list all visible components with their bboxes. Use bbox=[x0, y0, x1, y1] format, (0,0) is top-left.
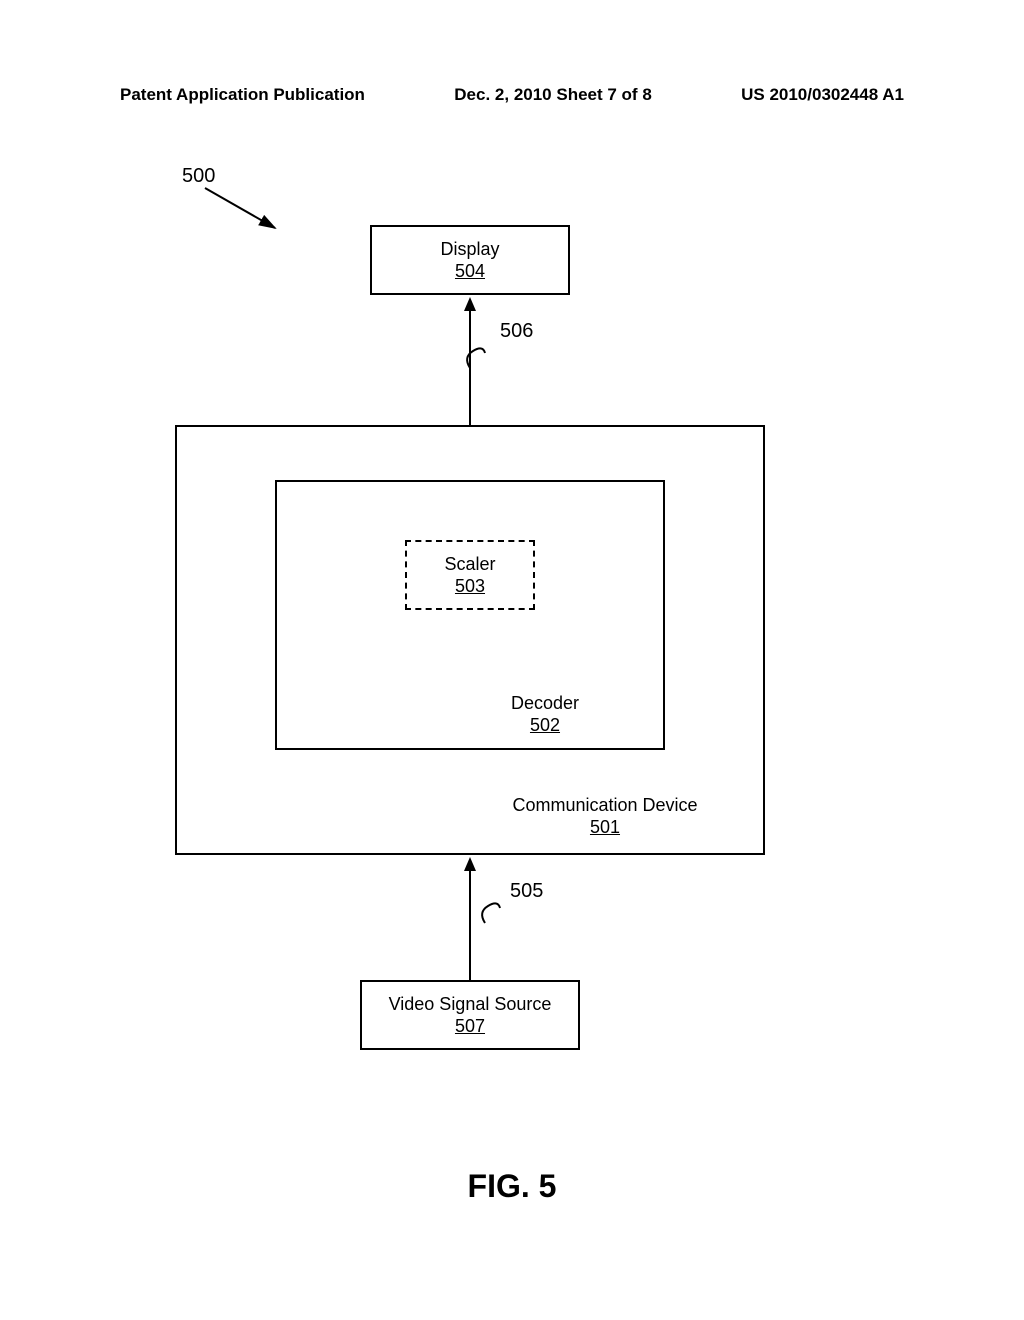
arrow-506-head bbox=[464, 297, 476, 311]
decoder-box: Decoder 502 bbox=[275, 480, 665, 750]
arrow-505-label: 505 bbox=[510, 880, 543, 903]
display-box: Display 504 bbox=[370, 225, 570, 295]
decoder-num: 502 bbox=[427, 715, 663, 736]
decoder-label: Decoder bbox=[427, 692, 663, 715]
figure-caption: FIG. 5 bbox=[0, 1168, 1024, 1205]
arrow-506-curve bbox=[455, 345, 495, 375]
comm-device-num: 501 bbox=[447, 817, 763, 838]
page-header: Patent Application Publication Dec. 2, 2… bbox=[0, 85, 1024, 105]
display-num: 504 bbox=[455, 261, 485, 282]
header-left: Patent Application Publication bbox=[120, 85, 365, 105]
block-diagram: 500 Display 504 506 Communication Device… bbox=[0, 140, 1024, 1140]
header-center: Dec. 2, 2010 Sheet 7 of 8 bbox=[454, 85, 652, 105]
header-right: US 2010/0302448 A1 bbox=[741, 85, 904, 105]
scaler-box: Scaler 503 bbox=[405, 540, 535, 610]
arrow-505-curve bbox=[470, 900, 510, 930]
comm-device-label: Communication Device bbox=[447, 794, 763, 817]
source-box: Video Signal Source 507 bbox=[360, 980, 580, 1050]
arrow-505-head bbox=[464, 857, 476, 871]
system-ref-arrow bbox=[195, 180, 305, 240]
arrow-506-label: 506 bbox=[500, 320, 533, 343]
source-num: 507 bbox=[455, 1016, 485, 1037]
scaler-label: Scaler bbox=[444, 553, 495, 576]
display-label: Display bbox=[440, 238, 499, 261]
scaler-num: 503 bbox=[455, 576, 485, 597]
source-label: Video Signal Source bbox=[389, 993, 552, 1016]
